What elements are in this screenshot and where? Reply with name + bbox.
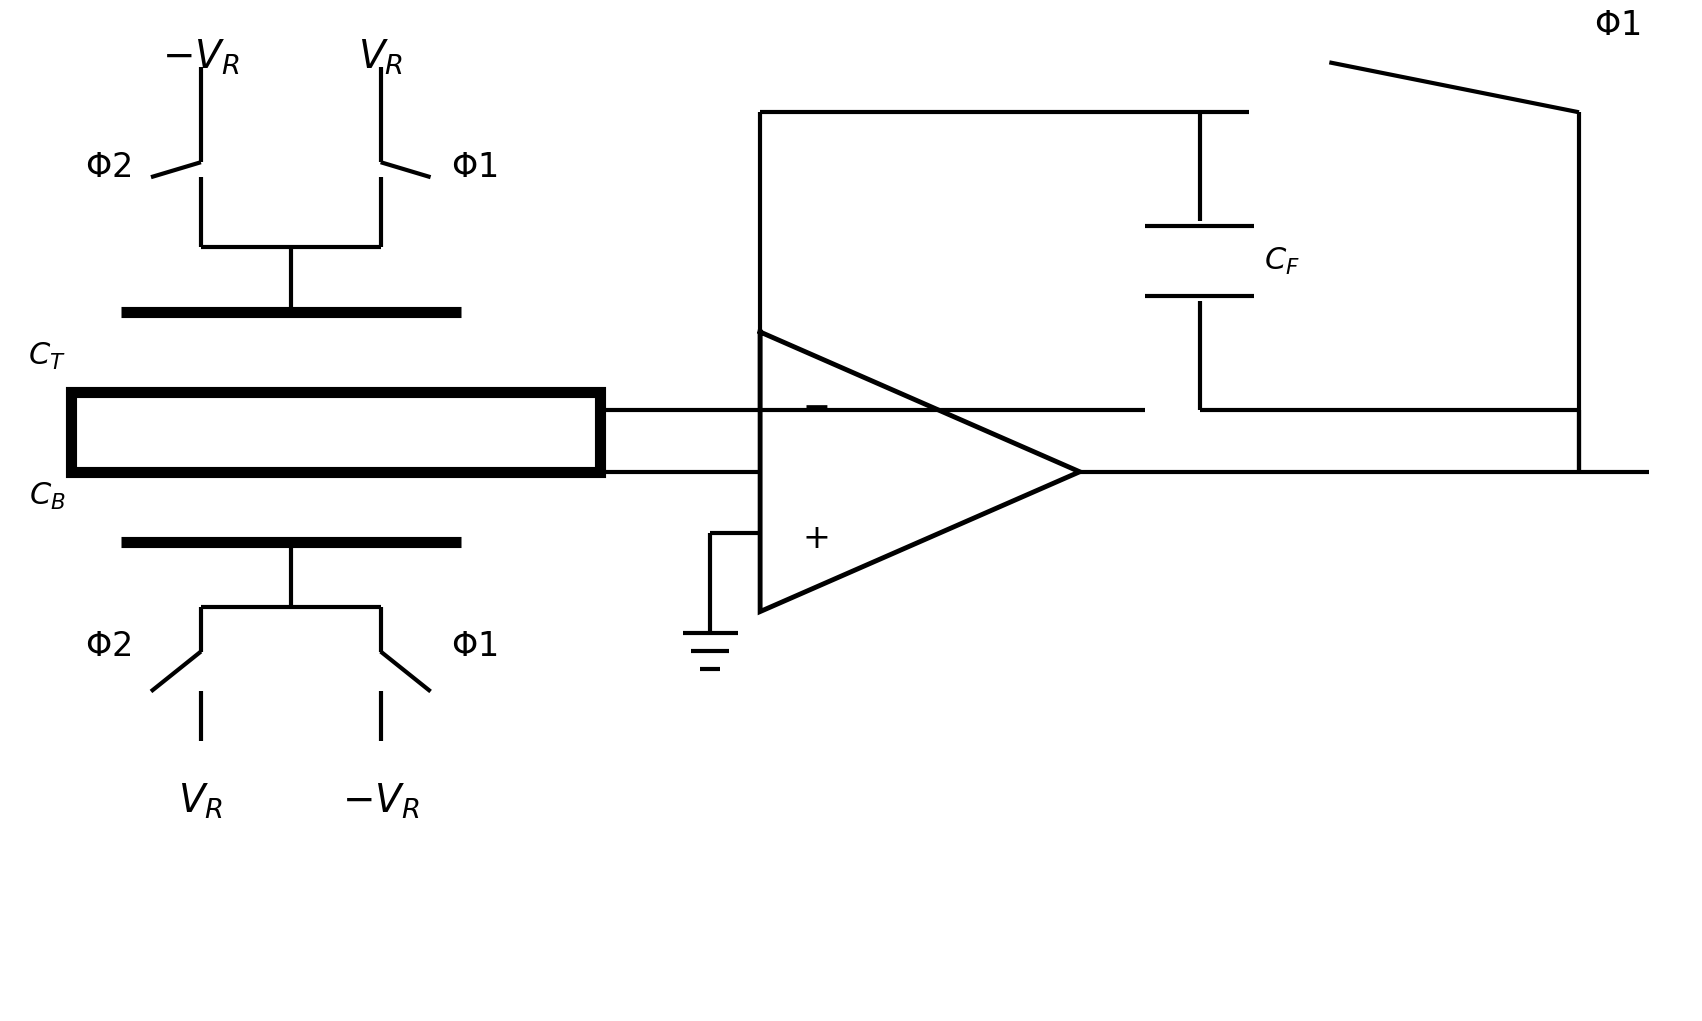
Text: $\Phi 1$: $\Phi 1$ — [1595, 9, 1641, 43]
Text: $-V_R$: $-V_R$ — [342, 781, 419, 821]
Text: $C_T$: $C_T$ — [29, 341, 66, 373]
Bar — [71, 392, 601, 472]
Text: $V_R$: $V_R$ — [357, 38, 403, 77]
Text: $-V_R$: $-V_R$ — [162, 38, 240, 77]
Text: $\Phi 1$: $\Phi 1$ — [451, 151, 497, 184]
Text: $-$: $-$ — [802, 389, 829, 422]
Text: $C_B$: $C_B$ — [29, 481, 66, 513]
Text: $\Phi 2$: $\Phi 2$ — [85, 630, 131, 663]
Text: $V_R$: $V_R$ — [179, 781, 223, 821]
Text: $C_F$: $C_F$ — [1265, 246, 1300, 277]
Text: $\Phi 1$: $\Phi 1$ — [451, 630, 497, 663]
Text: $+$: $+$ — [802, 522, 829, 554]
Text: $\Phi 2$: $\Phi 2$ — [85, 151, 131, 184]
